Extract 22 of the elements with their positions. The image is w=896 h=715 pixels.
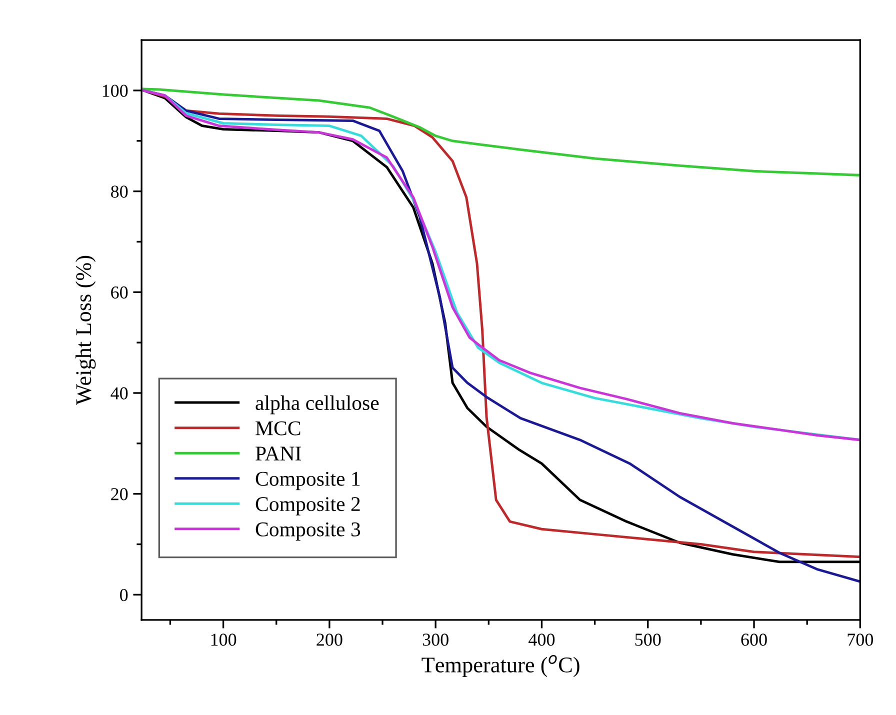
legend-label: MCC	[256, 421, 300, 436]
x-tick-label: 700	[848, 634, 874, 646]
x-tick-label: 300	[422, 634, 448, 646]
x-tick-label: 600	[741, 634, 767, 646]
legend-label: Composite 1	[256, 472, 360, 490]
legend-label: alpha cellulose	[256, 395, 379, 414]
x-tick-label: 500	[635, 634, 661, 646]
line-series	[142, 88, 860, 176]
legend-label: Composite 2	[256, 497, 360, 516]
legend-label: PANI	[256, 446, 301, 460]
y-tick-label: 60	[111, 286, 128, 299]
y-tick-label: 0	[120, 588, 128, 602]
x-tick-label: 200	[316, 634, 342, 646]
x-tick-label: 100	[211, 634, 236, 646]
y-tick-label: 80	[111, 186, 128, 198]
y-axis-title: Weight Loss (%)	[76, 256, 96, 405]
x-axis-title: Temperature ($^{o}$C)	[422, 655, 580, 677]
y-tick-label: 100	[102, 84, 128, 97]
x-tick-label: 400	[528, 634, 555, 646]
y-tick-label: 40	[110, 387, 128, 400]
legend-label: Composite 3	[256, 522, 360, 541]
y-tick-label: 20	[111, 488, 128, 500]
